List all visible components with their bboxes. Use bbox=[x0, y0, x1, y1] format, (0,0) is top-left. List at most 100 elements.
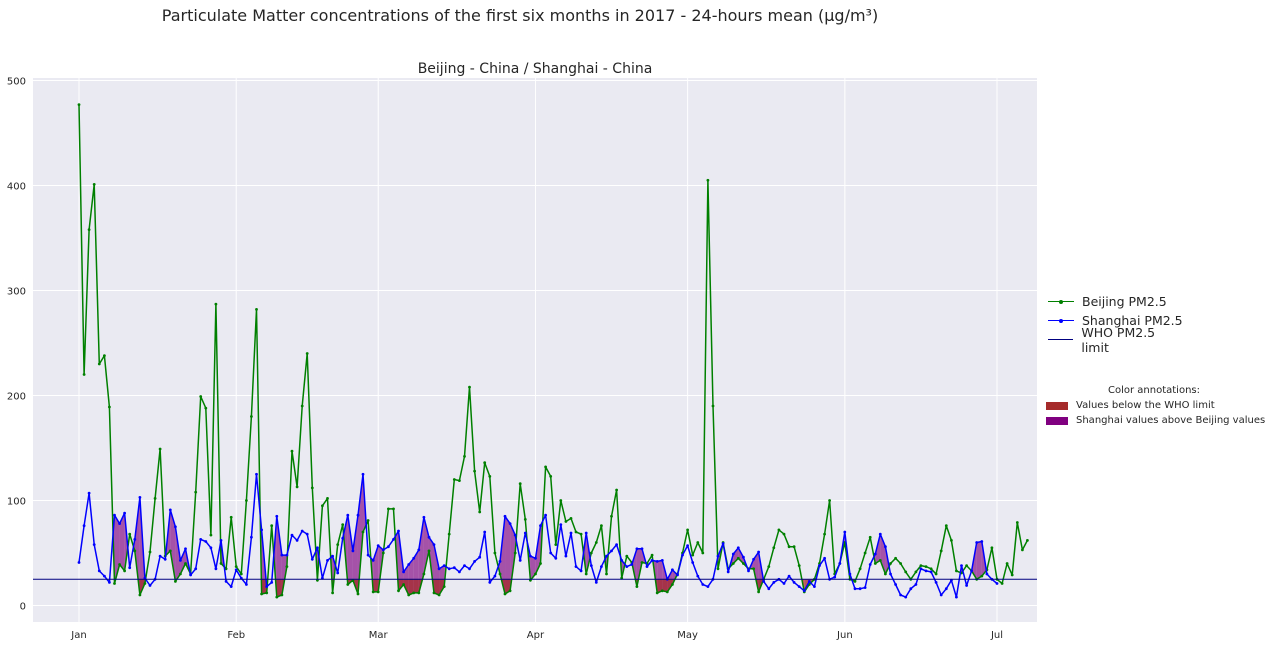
beijing-point bbox=[397, 589, 400, 593]
below-who-fill bbox=[373, 579, 379, 592]
shanghai-point bbox=[407, 563, 411, 566]
y-tick-label: 400 bbox=[7, 182, 26, 193]
x-tick-label: May bbox=[677, 630, 698, 641]
shanghai-point bbox=[280, 553, 284, 557]
below-who-fill bbox=[413, 579, 419, 593]
shanghai-point bbox=[123, 511, 126, 515]
x-tick-label: Mar bbox=[369, 630, 389, 641]
beijing-point bbox=[128, 532, 132, 536]
beijing-point bbox=[686, 528, 689, 532]
beijing-point bbox=[97, 362, 101, 366]
shanghai-point bbox=[980, 540, 984, 543]
shanghai-point bbox=[285, 553, 289, 557]
beijing-point bbox=[270, 524, 274, 528]
shanghai-point bbox=[995, 582, 999, 585]
beijing-point bbox=[899, 562, 902, 565]
shanghai-point bbox=[234, 568, 238, 572]
beijing-point bbox=[346, 583, 350, 586]
beijing-point bbox=[579, 532, 583, 536]
shanghai-point bbox=[848, 572, 852, 576]
beijing-point bbox=[219, 562, 223, 565]
y-tick-label: 500 bbox=[7, 77, 26, 88]
beijing-point bbox=[787, 545, 791, 549]
beijing-point bbox=[87, 228, 91, 232]
shanghai-above-fill bbox=[170, 509, 176, 582]
axes-title: Beijing - China / Shanghai - China bbox=[418, 61, 653, 77]
legend-item-shanghai: Shanghai PM2.5 bbox=[1044, 311, 1184, 330]
beijing-point bbox=[508, 589, 512, 593]
shanghai-point bbox=[813, 585, 816, 588]
shanghai-point bbox=[168, 508, 172, 512]
shanghai-point bbox=[782, 582, 786, 585]
beijing-point bbox=[650, 553, 654, 557]
grid-lines bbox=[33, 78, 1037, 622]
shanghai-above-fill bbox=[352, 515, 358, 594]
below-who-fill bbox=[439, 579, 445, 595]
beijing-point bbox=[179, 572, 182, 576]
shanghai-point bbox=[650, 559, 654, 562]
shanghai-point bbox=[579, 569, 583, 573]
beijing-point bbox=[635, 585, 639, 588]
beijing-point bbox=[559, 499, 563, 502]
shanghai-point bbox=[331, 554, 334, 558]
beijing-pm25-line bbox=[78, 104, 1029, 598]
beijing-point bbox=[113, 582, 116, 585]
beijing-point bbox=[260, 592, 263, 596]
shanghai-above-fill bbox=[119, 513, 125, 571]
shanghai-point bbox=[843, 530, 847, 534]
beijing-point bbox=[660, 589, 664, 593]
beijing-point bbox=[767, 565, 771, 568]
legend-label-who-limit: WHO PM2.5 limit bbox=[1081, 324, 1156, 355]
beijing-point bbox=[300, 404, 304, 408]
shanghai-point bbox=[245, 583, 248, 586]
shanghai-point bbox=[219, 539, 223, 542]
beijing-point bbox=[285, 565, 289, 568]
shanghai-point bbox=[660, 559, 664, 562]
shanghai-point bbox=[671, 568, 674, 572]
beijing-point bbox=[138, 593, 142, 597]
beijing-point bbox=[229, 515, 233, 519]
beijing-point bbox=[447, 532, 451, 536]
shanghai-point bbox=[346, 513, 350, 517]
beijing-point bbox=[498, 572, 502, 576]
beijing-point bbox=[473, 469, 476, 473]
beijing-point bbox=[199, 395, 203, 398]
shanghai-point bbox=[488, 581, 492, 584]
legend-label-beijing: Beijing PM2.5 bbox=[1082, 294, 1167, 309]
shanghai-point bbox=[493, 574, 497, 578]
shanghai-point bbox=[82, 524, 86, 528]
below-who-fill bbox=[276, 579, 282, 598]
shanghai-point bbox=[655, 560, 659, 563]
shanghai-point bbox=[889, 572, 892, 576]
shanghai-point bbox=[138, 496, 142, 499]
shanghai-point bbox=[853, 587, 857, 591]
shanghai-point bbox=[878, 532, 882, 536]
beijing-point bbox=[772, 546, 776, 550]
shanghai-point bbox=[463, 564, 466, 567]
shanghai-point bbox=[742, 555, 745, 559]
shanghai-point bbox=[838, 562, 842, 565]
beijing-point bbox=[326, 497, 329, 500]
beijing-point bbox=[513, 551, 517, 555]
beijing-point bbox=[584, 572, 588, 576]
beijing-point bbox=[691, 553, 695, 557]
shanghai-point bbox=[295, 539, 299, 542]
beijing-point bbox=[356, 592, 360, 596]
shanghai-point bbox=[833, 575, 837, 579]
shanghai-point bbox=[686, 544, 689, 547]
beijing-point bbox=[442, 585, 446, 588]
shanghai-point bbox=[250, 535, 253, 539]
beijing-point bbox=[77, 103, 81, 106]
series-lines bbox=[33, 103, 1037, 599]
shanghai-point bbox=[270, 581, 274, 584]
annotation-swatch-brown bbox=[1046, 401, 1068, 410]
shanghai-point bbox=[361, 472, 365, 476]
beijing-point bbox=[239, 572, 243, 576]
shanghai-point bbox=[605, 554, 608, 558]
figure-suptitle: Particulate Matter concentrations of the… bbox=[161, 6, 879, 25]
shanghai-point bbox=[914, 583, 918, 586]
shanghai-point bbox=[904, 595, 908, 599]
beijing-point bbox=[523, 518, 527, 521]
shanghai-point bbox=[960, 564, 963, 567]
